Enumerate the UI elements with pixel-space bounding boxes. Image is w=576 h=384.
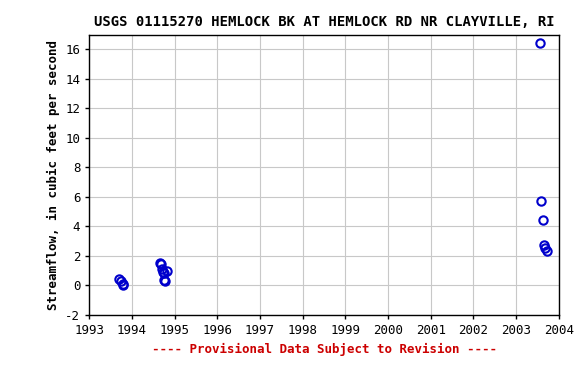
Y-axis label: Streamflow, in cubic feet per second: Streamflow, in cubic feet per second <box>47 40 60 310</box>
Title: USGS 01115270 HEMLOCK BK AT HEMLOCK RD NR CLAYVILLE, RI: USGS 01115270 HEMLOCK BK AT HEMLOCK RD N… <box>94 15 554 29</box>
X-axis label: ---- Provisional Data Subject to Revision ----: ---- Provisional Data Subject to Revisio… <box>151 343 497 356</box>
